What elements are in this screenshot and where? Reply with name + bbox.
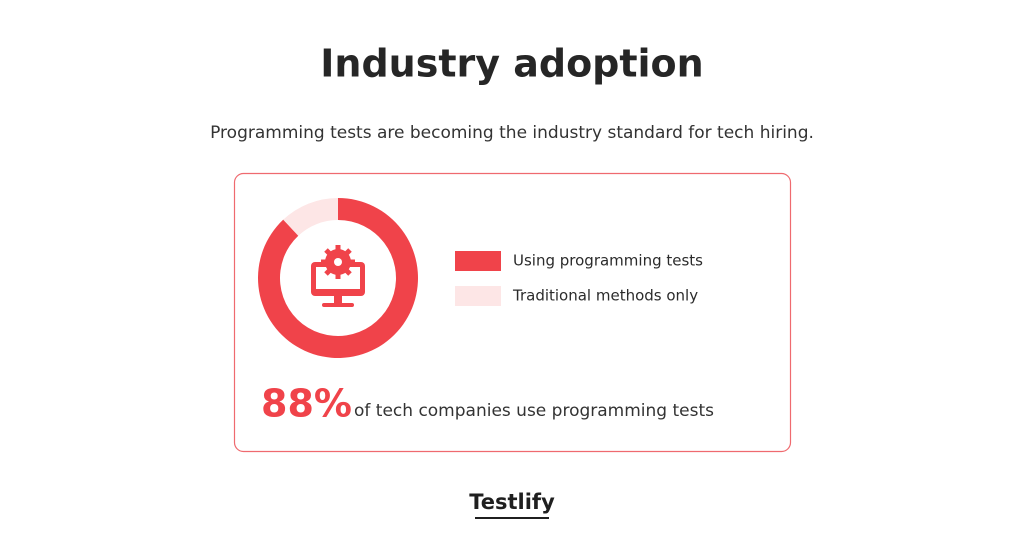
legend-swatch (455, 251, 501, 271)
legend-swatch (455, 286, 501, 306)
chart-title: Industry adoption (320, 42, 703, 86)
big-value-label: 88% (261, 382, 352, 426)
gear-center (334, 258, 342, 266)
monitor-stand (334, 296, 342, 304)
legend-label: Using programming tests (513, 252, 703, 270)
donut-segment (283, 198, 338, 236)
monitor-base (322, 303, 354, 307)
logo: Testlify (469, 490, 555, 514)
legend-label: Traditional methods only (512, 287, 698, 305)
chart-subtitle: Programming tests are becoming the indus… (210, 123, 814, 143)
card (233, 172, 792, 453)
annotation: of tech companies use programming tests (354, 401, 714, 421)
center-icon (311, 245, 365, 307)
